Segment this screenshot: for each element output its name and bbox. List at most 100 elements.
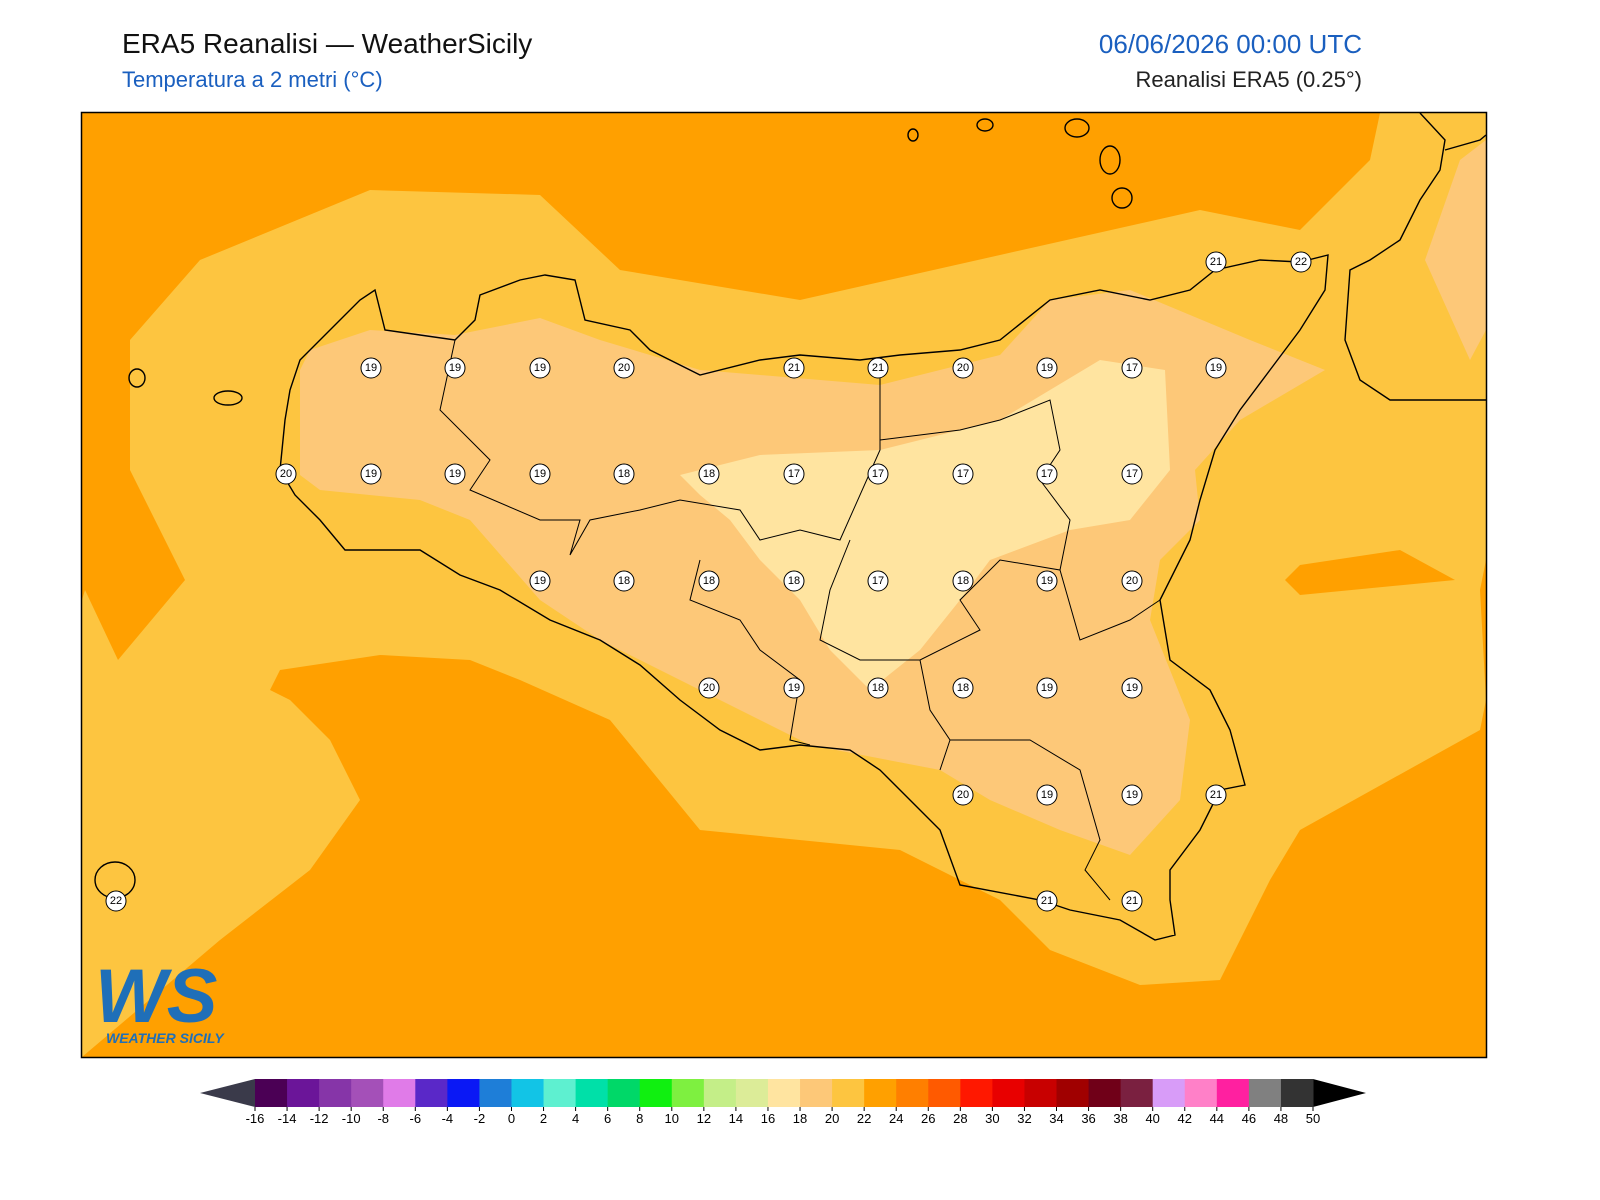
colorbar-tick-label: 30 [985,1111,999,1126]
station-marker [1036,357,1058,379]
station-value: 21 [872,362,884,374]
colorbar-tick-label: 14 [729,1111,743,1126]
station-value: 18 [788,575,800,587]
station-value: 19 [534,468,546,480]
station-marker [698,677,720,699]
colorbar-tick-label: 20 [825,1111,839,1126]
colorbar-tick-label: 40 [1145,1111,1159,1126]
datetime: 06/06/2026 00:00 UTC [1099,29,1362,59]
station-marker [1036,463,1058,485]
station-value: 19 [449,468,461,480]
colorbar-tick-label: 28 [953,1111,967,1126]
map-frame [80,111,1488,1059]
colorbar-swatch [415,1079,448,1107]
colorbar-swatch [671,1079,705,1107]
colorbar-tick-label: 46 [1242,1111,1256,1126]
station-value: 20 [957,362,969,374]
station-values: 21 22 19 19 19 20 21 21 20 19 17 19 20 19 19 19 18 18 17 17… [105,251,1312,912]
station-marker [1121,463,1143,485]
station-value: 19 [1126,789,1138,801]
colorbar-tick-label: -8 [377,1111,389,1126]
station-value: 19 [788,682,800,694]
station-marker [1290,251,1312,273]
colorbar-tick-label: 36 [1081,1111,1095,1126]
colorbar-swatch [864,1079,897,1107]
colorbar-swatch [479,1079,512,1107]
station-value: 20 [703,682,715,694]
station-marker [613,357,635,379]
station-value: 19 [534,575,546,587]
station-marker [1036,570,1058,592]
colorbar-swatch [511,1079,545,1107]
station-value: 18 [618,575,630,587]
colorbar-tick-label: 34 [1049,1111,1063,1126]
colorbar-tick-label: 18 [793,1111,807,1126]
station-marker [952,677,974,699]
logo-initials: WS [95,954,217,1039]
station-value: 17 [957,468,969,480]
station-marker [1121,677,1143,699]
station-marker [613,570,635,592]
station-marker [867,677,889,699]
colorbar-over [1313,1079,1366,1107]
contour-band [1285,550,1455,595]
colorbar-swatch [383,1079,416,1107]
colorbar-tick-label: 12 [697,1111,711,1126]
station-value: 21 [1210,256,1222,268]
colorbar-swatch [1184,1079,1218,1107]
colorbar-tick-label: 16 [761,1111,775,1126]
station-value: 20 [618,362,630,374]
colorbar-tick-label: 22 [857,1111,871,1126]
station-marker [1205,357,1227,379]
colorbar-swatch [1280,1079,1314,1107]
colorbar-swatch [703,1079,737,1107]
station-marker [613,463,635,485]
station-marker [360,463,382,485]
station-marker [1121,357,1143,379]
station-value: 18 [957,682,969,694]
colorbar-tick-label: 10 [665,1111,679,1126]
station-marker [952,463,974,485]
colorbar-swatch [1088,1079,1122,1107]
colorbar-swatch [639,1079,673,1107]
station-marker [1205,784,1227,806]
coastline [94,113,1486,941]
colorbar-swatch [992,1079,1025,1107]
station-marker [783,570,805,592]
station-value: 18 [618,468,630,480]
station-marker [783,463,805,485]
station-marker [952,570,974,592]
colorbar-under [200,1079,255,1107]
station-value: 21 [1210,789,1222,801]
colorbar-swatch [319,1079,352,1107]
colorbar-swatch [1120,1079,1154,1107]
colorbar-tick-label: -10 [342,1111,361,1126]
station-value: 22 [110,895,122,907]
colorbar-swatch [896,1079,929,1107]
station-marker [1121,570,1143,592]
contour-band [1425,140,1486,360]
station-value: 18 [703,575,715,587]
colorbar-tick-label: -12 [310,1111,329,1126]
station-marker [275,463,297,485]
colorbar-swatch [767,1079,801,1107]
station-value: 18 [872,682,884,694]
colorbar-swatch [735,1079,769,1107]
station-marker [867,570,889,592]
station-value: 17 [1126,362,1138,374]
colorbar-swatch [800,1079,833,1107]
station-value: 20 [280,468,292,480]
colorbar-tick-label: 32 [1017,1111,1031,1126]
colorbar-tick-label: 44 [1210,1111,1224,1126]
title: ERA5 Reanalisi — WeatherSicily [122,28,532,59]
colorbar-swatch [832,1079,865,1107]
station-value: 21 [1041,895,1053,907]
colorbar-tick-label: 24 [889,1111,903,1126]
station-value: 17 [1126,468,1138,480]
station-value: 19 [1041,789,1053,801]
colorbar-swatch [255,1079,288,1107]
colorbar-tick-label: 50 [1306,1111,1320,1126]
logo-text: WEATHER SICILY [106,1030,225,1046]
station-marker [1205,251,1227,273]
